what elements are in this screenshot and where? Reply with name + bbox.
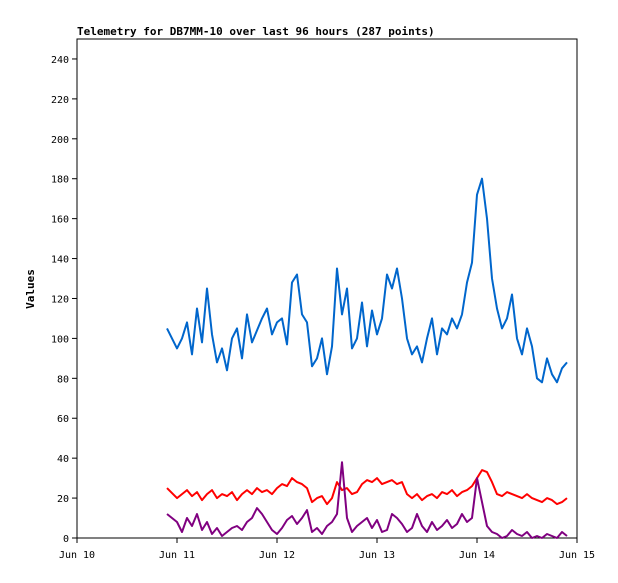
y-tick-label: 0 <box>63 534 69 545</box>
series-line-3 <box>166 461 568 539</box>
y-tick-label: 120 <box>51 294 69 305</box>
x-tick-label: Jun 14 <box>459 550 495 561</box>
y-axis: 0 20 40 60 80 100 120 140 160 180 200 220 240 <box>51 55 77 545</box>
x-tick-label: Jun 11 <box>159 550 195 561</box>
y-tick-label: 80 <box>57 374 69 385</box>
x-tick-label: Jun 10 <box>59 550 95 561</box>
y-tick-label: 20 <box>57 494 69 505</box>
y-tick-label: 240 <box>51 55 69 66</box>
y-tick-label: 60 <box>57 414 69 425</box>
y-tick-label: 200 <box>51 135 69 146</box>
y-tick-label: 220 <box>51 95 69 106</box>
series-line-1 <box>166 177 568 384</box>
y-tick-label: 180 <box>51 175 69 186</box>
chart-title: Telemetry for DB7MM-10 over last 96 hour… <box>77 25 435 38</box>
y-tick-label: 40 <box>57 454 69 465</box>
y-tick-label: 140 <box>51 255 69 266</box>
x-axis: Jun 10 Jun 11 Jun 12 Jun 13 Jun 14 Jun 15 <box>59 538 595 561</box>
y-tick-label: 100 <box>51 334 69 345</box>
series-line-2 <box>166 469 568 506</box>
x-tick-label: Jun 13 <box>359 550 395 561</box>
series-layer <box>166 177 568 539</box>
plot-frame <box>76 38 578 539</box>
x-tick-label: Jun 12 <box>259 550 295 561</box>
y-axis-label: Values <box>24 269 37 309</box>
y-tick-label: 160 <box>51 215 69 226</box>
x-tick-label: Jun 15 <box>559 550 595 561</box>
